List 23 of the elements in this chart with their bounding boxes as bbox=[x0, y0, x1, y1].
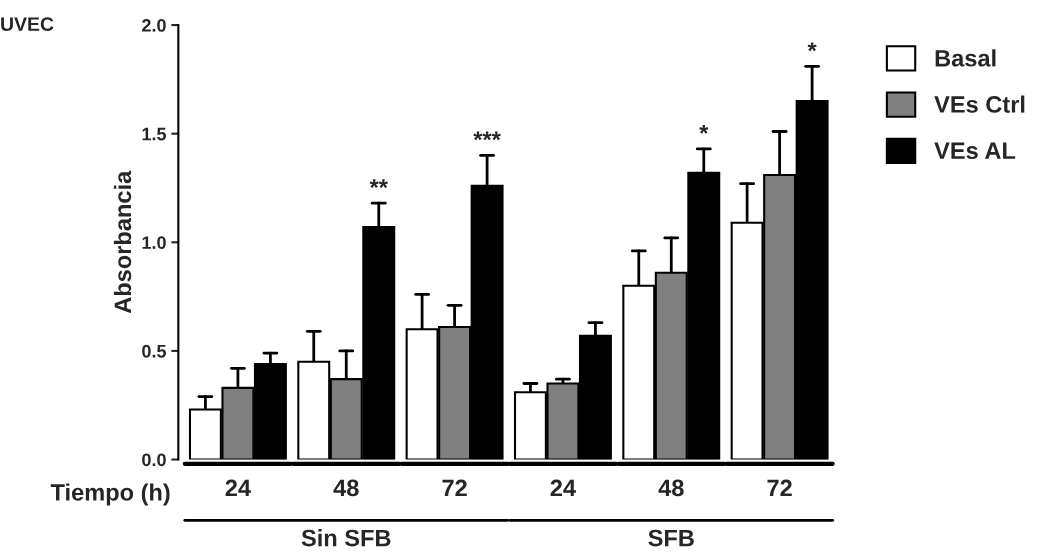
x-tick-label: 24 bbox=[550, 479, 576, 497]
data-label: *** bbox=[473, 131, 501, 141]
legend-label: Basal bbox=[935, 49, 996, 67]
x-tick-label: 48 bbox=[658, 479, 684, 497]
data-label: * bbox=[699, 124, 709, 134]
y-tick-label: 0.0 bbox=[142, 453, 166, 467]
y-tick-label: 2.0 bbox=[142, 19, 166, 32]
y-tick-label: 0.5 bbox=[142, 344, 167, 358]
legend-label: VEs AL bbox=[934, 142, 1016, 160]
x-tick-label: 72 bbox=[442, 479, 467, 497]
text: SFB bbox=[648, 529, 694, 547]
y-tick-label: 1.0 bbox=[142, 236, 166, 250]
x-tick-label: 24 bbox=[225, 479, 251, 497]
text: UVEC bbox=[1, 17, 54, 31]
text: Sin SFB bbox=[301, 529, 391, 547]
x-tick-label: 72 bbox=[767, 479, 792, 497]
x-tick-label: 48 bbox=[333, 479, 359, 497]
data-label: ** bbox=[369, 179, 388, 189]
y-axis-title: Absorbancia bbox=[113, 170, 132, 314]
legend-label: VEs Ctrl bbox=[934, 95, 1025, 113]
data-label: * bbox=[807, 42, 817, 52]
y-tick-label: 1.5 bbox=[142, 127, 167, 141]
x-axis-title: Tiempo (h) bbox=[50, 483, 170, 506]
